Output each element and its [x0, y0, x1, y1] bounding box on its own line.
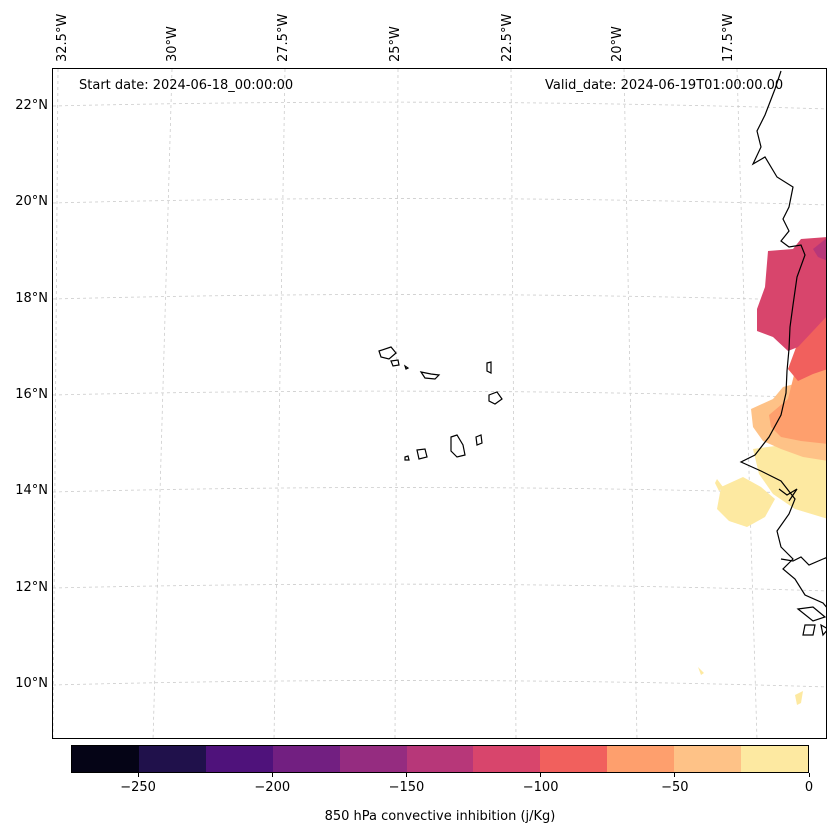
- cin-contour-pale-dot3: [795, 691, 803, 705]
- colorbar-tick-label: −50: [661, 780, 689, 795]
- island-sal: [486, 361, 492, 374]
- lon-label: 22.5°W: [500, 13, 515, 62]
- colorbar-tick-label: −100: [522, 780, 559, 795]
- island-boa-vista: [488, 391, 503, 405]
- coastline-islets: [796, 606, 826, 637]
- start-date-label: Start date: 2024-06-18_00:00:00: [79, 78, 294, 93]
- lon-label: 25°W: [388, 26, 403, 62]
- colorbar-segment: [607, 746, 675, 772]
- colorbar-tick: [674, 773, 676, 777]
- colorbar-segment: [339, 746, 407, 772]
- island-santo-antao: [378, 346, 397, 360]
- island-brava: [404, 455, 410, 461]
- cin-contour-pale-south: [717, 477, 775, 527]
- map-panel: [52, 68, 827, 739]
- valid-date-label: Valid_date: 2024-06-19T01:00:00.00: [545, 78, 784, 93]
- lat-label: 14°N: [15, 483, 48, 498]
- island-sao-nicolau: [419, 371, 441, 380]
- cin-contour-pale-dot2: [698, 667, 704, 675]
- colorbar-tick-label: −150: [388, 780, 425, 795]
- lon-label: 32.5°W: [55, 13, 70, 62]
- coastline-notch-1: [778, 488, 798, 502]
- longitude-gridlines: [53, 69, 758, 738]
- colorbar-segment: [272, 746, 340, 772]
- colorbar-segment: [473, 746, 541, 772]
- colorbar-tick-label: −250: [120, 780, 156, 795]
- colorbar-title: 850 hPa convective inhibition (j/Kg): [324, 809, 556, 824]
- colorbar-segment: [674, 746, 742, 772]
- cin-contour-pale-dot1: [715, 479, 723, 491]
- lon-label: 17.5°W: [721, 13, 736, 62]
- lat-label: 18°N: [15, 291, 48, 306]
- lat-label: 22°N: [15, 98, 48, 113]
- colorbar-segment: [540, 746, 608, 772]
- cin-contour-rose: [757, 237, 826, 351]
- colorbar-segment: [406, 746, 474, 772]
- coastline-notch-2: [780, 556, 826, 566]
- colorbar-tick: [808, 773, 810, 777]
- lat-label: 20°N: [15, 194, 48, 209]
- cin-contour-magenta: [813, 238, 826, 261]
- colorbar-segment: [741, 746, 808, 772]
- lat-label: 12°N: [15, 580, 48, 595]
- map-canvas: [53, 69, 826, 738]
- lat-label: 10°N: [15, 676, 48, 691]
- colorbar-tick: [405, 773, 407, 777]
- africa-coastline: [739, 70, 826, 608]
- island-maio: [475, 434, 483, 446]
- cin-contour-pale-coast: [753, 439, 826, 519]
- colorbar-tick-label: −200: [254, 780, 291, 795]
- cape-verde-islands: [378, 346, 503, 461]
- island-fogo: [416, 448, 428, 460]
- colorbar-segment: [205, 746, 273, 772]
- colorbar-tick: [137, 773, 139, 777]
- lat-label: 16°N: [15, 387, 48, 402]
- cin-contours: [698, 237, 826, 705]
- colorbar-tick: [271, 773, 273, 777]
- island-sao-vicente: [390, 359, 400, 367]
- island-santa-luzia: [403, 364, 410, 370]
- colorbar-segment: [138, 746, 206, 772]
- lon-label: 27.5°W: [276, 13, 291, 62]
- lon-label: 30°W: [165, 26, 180, 62]
- colorbar-tick-label: 0: [804, 780, 814, 795]
- lon-label: 20°W: [610, 26, 625, 62]
- colorbar: [71, 745, 809, 773]
- coastlines: [739, 70, 826, 637]
- colorbar-tick: [540, 773, 542, 777]
- colorbar-segment: [72, 746, 139, 772]
- latitude-gridlines: [53, 101, 826, 688]
- island-santiago: [450, 434, 466, 458]
